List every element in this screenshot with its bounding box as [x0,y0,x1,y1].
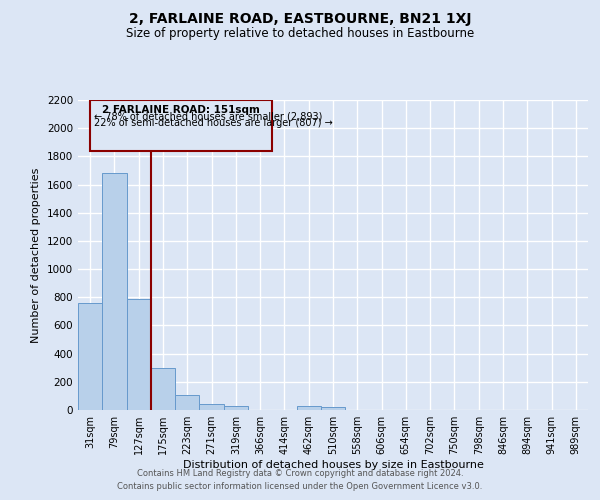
Text: Contains HM Land Registry data © Crown copyright and database right 2024.: Contains HM Land Registry data © Crown c… [137,468,463,477]
Bar [151,368,175,410]
Bar [224,406,248,410]
Y-axis label: Number of detached properties: Number of detached properties [31,168,41,342]
Text: ← 78% of detached houses are smaller (2,893): ← 78% of detached houses are smaller (2,… [94,112,322,122]
Bar [90,100,272,150]
X-axis label: Distribution of detached houses by size in Eastbourne: Distribution of detached houses by size … [182,460,484,470]
Text: 2 FARLAINE ROAD: 151sqm: 2 FARLAINE ROAD: 151sqm [102,105,260,115]
Bar [127,298,151,410]
Bar [321,407,345,410]
Text: 22% of semi-detached houses are larger (807) →: 22% of semi-detached houses are larger (… [94,118,332,128]
Text: Contains public sector information licensed under the Open Government Licence v3: Contains public sector information licen… [118,482,482,491]
Bar [102,174,127,410]
Text: Size of property relative to detached houses in Eastbourne: Size of property relative to detached ho… [126,28,474,40]
Bar [296,406,321,410]
Text: 2, FARLAINE ROAD, EASTBOURNE, BN21 1XJ: 2, FARLAINE ROAD, EASTBOURNE, BN21 1XJ [129,12,471,26]
Bar [175,394,199,410]
Bar [78,303,102,410]
Bar [199,404,224,410]
